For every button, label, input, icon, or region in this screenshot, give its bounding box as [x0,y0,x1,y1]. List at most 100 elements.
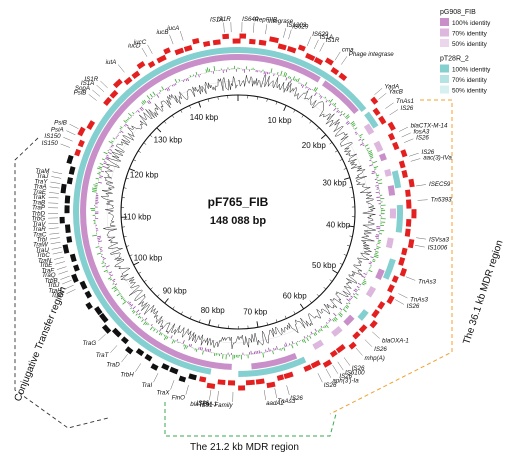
gc-skew-bar [284,72,288,78]
gc-skew-bar [273,73,275,77]
cds-block [276,374,285,381]
gc-skew-bar [93,184,98,186]
gene-leader-line [48,222,59,225]
gc-skew-bar [120,130,124,133]
gc-skew-bar [150,98,153,100]
gc-skew-bar [264,71,267,76]
gc-skew-bar [297,78,300,83]
kbp-tick [293,109,296,113]
gc-skew-bar [350,121,355,125]
gc-skew-bar [171,339,175,344]
gc-skew-bar [351,122,355,126]
gc-skew-bar [95,246,100,248]
gc-skew-bar [143,99,147,103]
kbp-tick [332,269,338,274]
tra-gene-block [60,183,67,194]
gc-skew-bar [324,325,327,328]
gene-leader-line [401,132,411,138]
purple-identity-arc [365,285,377,298]
gc-skew-bar [374,178,378,180]
kbp-tick-label: 120 kbp [130,171,159,180]
gc-skew-bar [139,107,143,112]
cds-block [77,126,86,137]
purple-identity-arc [385,237,394,249]
gene-leader-line [378,93,387,100]
gc-skew-bar [370,256,374,259]
cds-block [266,381,276,389]
cds-block [112,78,123,89]
gc-skew-bar [111,140,114,143]
gc-skew-bar [213,66,216,71]
gc-skew-bar [113,288,118,292]
gc-skew-bar [358,288,360,291]
gene-label: IS6100 [345,370,365,377]
gc-skew-bar [314,87,319,92]
gc-skew-bar [149,326,153,331]
gene-leader-line [314,39,319,50]
purple-identity-arc [373,140,384,153]
kbp-tick [293,311,296,315]
gc-skew-bar [291,341,294,345]
legend-swatch [440,39,449,47]
cds-block [352,331,361,340]
gc-skew-bar [284,344,286,348]
kbp-tick [133,261,140,266]
purple-identity-arc [363,123,375,136]
gc-skew-bar [173,340,176,343]
purple-identity-arc [312,339,324,350]
gene-leader-line [417,199,428,201]
gc-skew-bar [112,137,116,140]
kbp-tick [257,96,259,100]
cds-block [77,139,85,148]
gc-skew-bar [102,258,106,260]
gc-skew-bar [328,319,331,322]
gc-skew-bar [120,294,122,296]
gc-skew-bar [342,113,346,116]
gene-label: YacB [389,88,403,95]
gene-label: TraI [142,382,153,389]
gene-label: TraB [32,200,45,207]
gene-label: IS1006 [428,245,448,252]
gene-label: IS26 [416,135,429,142]
gc-skew-bar [110,274,114,277]
cds-block [391,275,399,283]
gc-skew-bar [285,77,288,81]
gc-skew-bar [97,235,101,238]
legend-item-label: 50% identity [452,88,488,95]
legend-item-label: 100% identity [452,67,491,74]
kbp-tick [123,187,127,189]
gene-leader-line [223,22,225,33]
gc-skew-bar [354,131,357,134]
gene-leader-line [63,137,73,142]
gc-skew-bar [333,312,337,317]
gc-skew-bar [174,83,177,86]
gc-skew-bar [320,325,323,328]
gene-label: IS1203 [287,22,307,29]
gc-skew-bar [355,293,359,296]
tra-gene-block [79,280,88,290]
gene-label: IS150 [44,133,61,140]
gc-skew-bar [354,288,358,291]
kbp-tick [283,105,287,112]
mdr21-region-label: The 21.2 kb MDR region [190,442,299,453]
gc-skew-bar [142,100,146,104]
gc-skew-bar [101,158,105,161]
gc-skew-bar [320,96,323,99]
kbp-tick-label: 80 kbp [201,306,226,315]
gene-leader-line [355,347,363,356]
gc-skew-bar [158,332,162,336]
gc-skew-bar [313,333,316,336]
gc-skew-bar [100,170,105,173]
gc-skew-bar [366,147,370,150]
gc-skew-bar [206,67,209,73]
gene-label: TrbG [31,215,45,222]
gc-skew-bar [98,166,103,169]
gc-skew-bar [306,337,309,342]
gc-skew-bar [346,115,350,120]
gene-label: TrbE [39,262,53,269]
gc-skew-bar [136,309,140,313]
cds-block [74,148,82,157]
gene-label: aadA2 [266,400,284,407]
cds-block [255,378,265,385]
